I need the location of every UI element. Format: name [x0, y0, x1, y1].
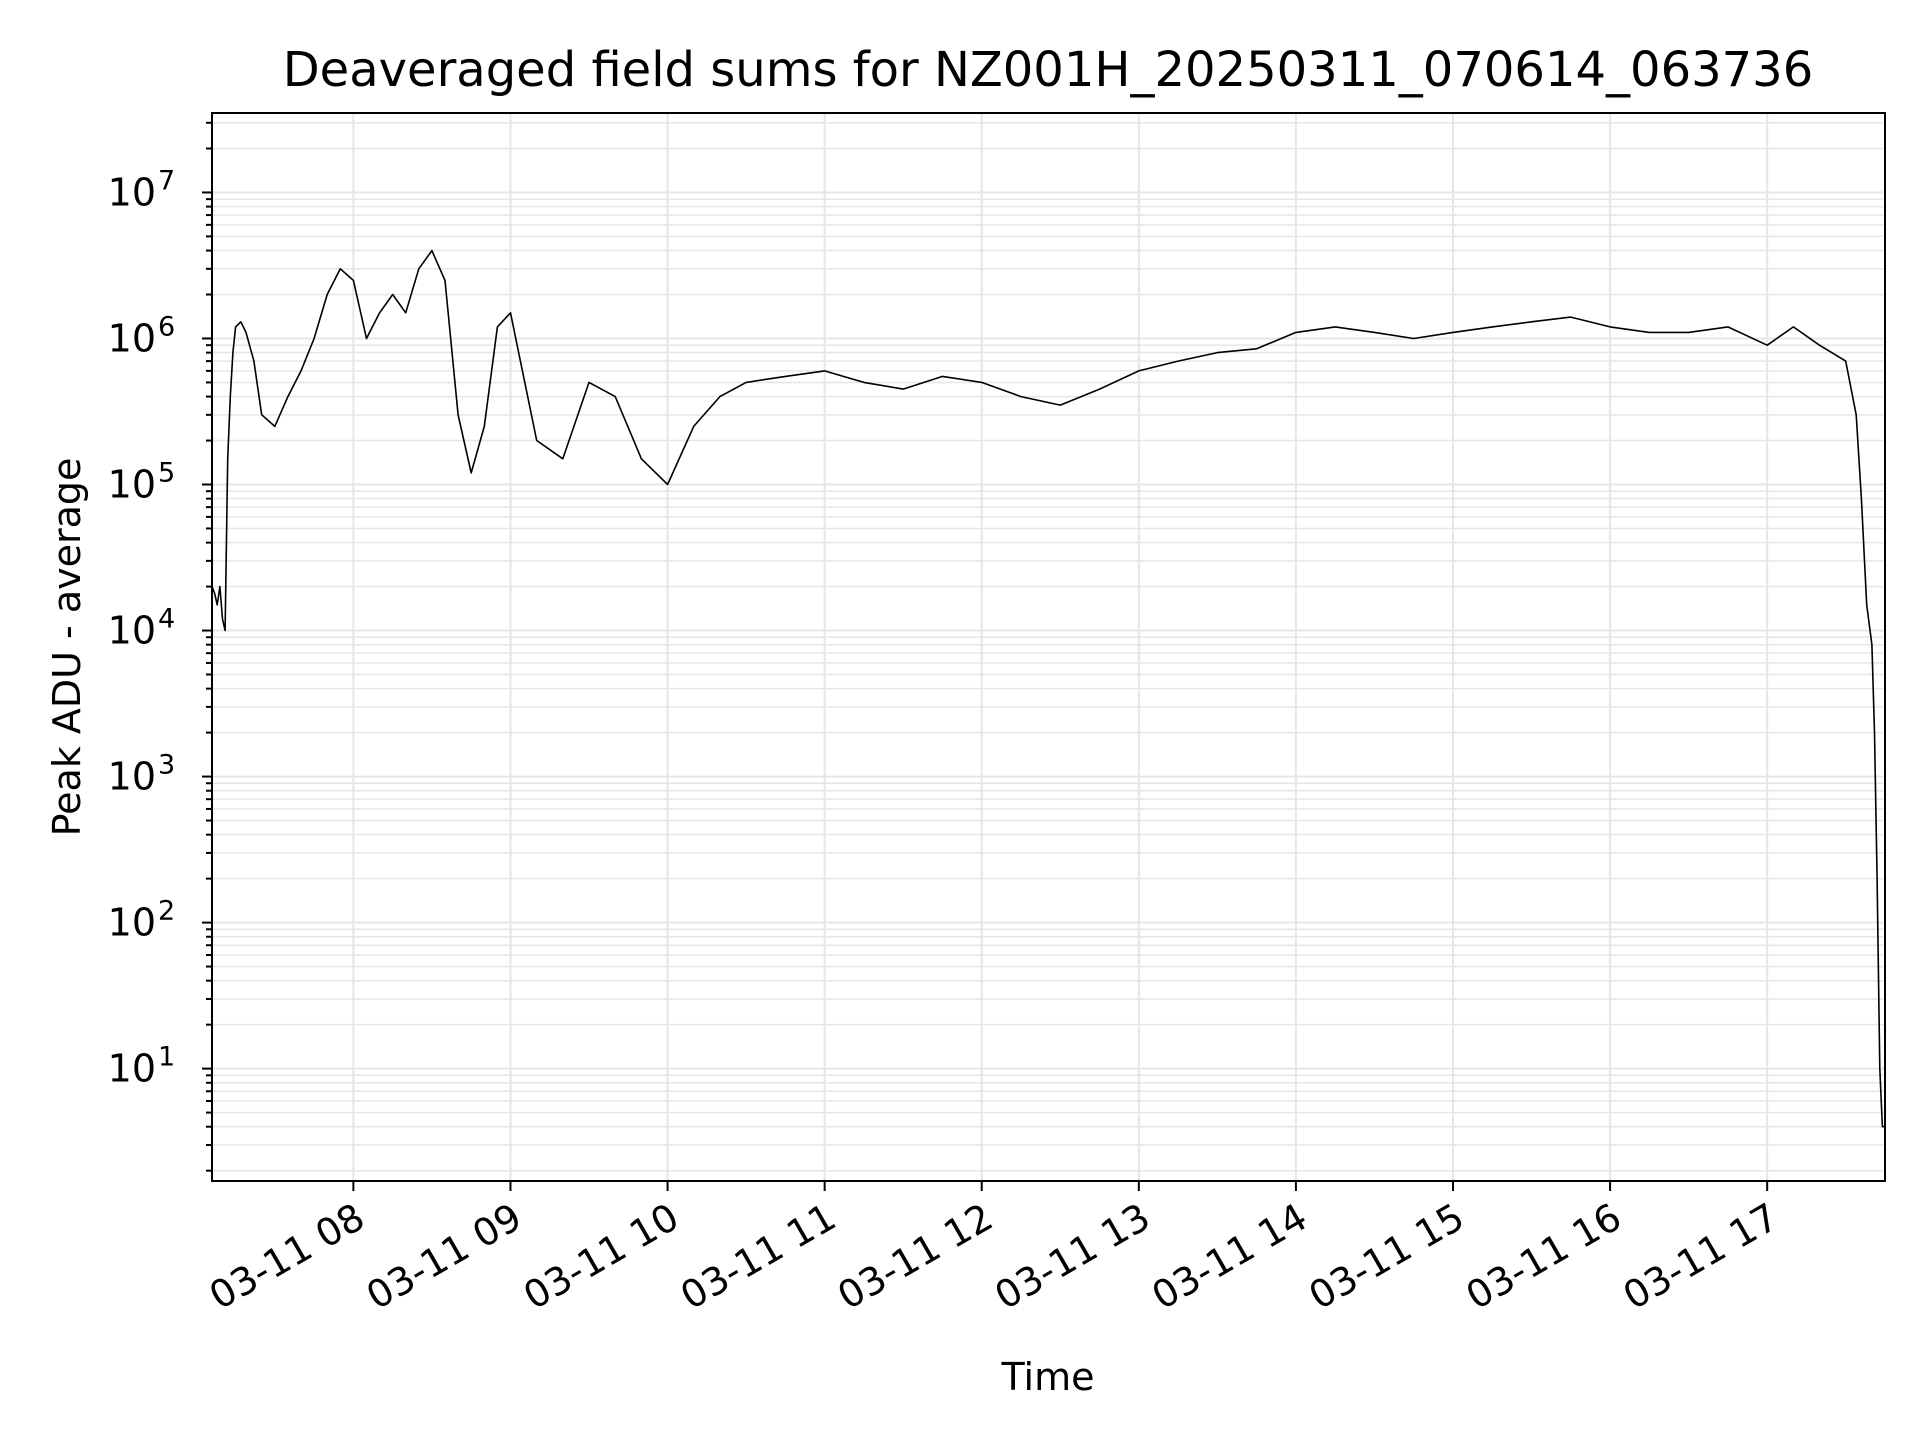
x-axis-label: Time: [1001, 1355, 1095, 1399]
y-tick-exponent: 3: [158, 750, 175, 781]
x-tick-label: 03-11 11: [673, 1195, 843, 1319]
tick-marks: [202, 121, 1769, 1191]
x-tick-label: 03-11 17: [1616, 1195, 1786, 1319]
x-tick-label: 03-11 09: [359, 1195, 529, 1319]
grid-lines: [212, 113, 1885, 1181]
y-tick-exponent: 1: [158, 1042, 175, 1073]
y-tick-exponent: 4: [158, 604, 175, 635]
y-tick-exponent: 5: [158, 458, 175, 489]
y-tick-label: 10: [108, 316, 156, 360]
y-axis-label: Peak ADU - average: [45, 458, 89, 837]
y-tick-label: 10: [108, 170, 156, 214]
x-tick-label: 03-11 10: [516, 1195, 686, 1319]
x-tick-label: 03-11 16: [1459, 1195, 1629, 1319]
x-tick-label: 03-11 12: [830, 1195, 1000, 1319]
x-tick-label: 03-11 14: [1144, 1195, 1314, 1319]
y-tick-exponent: 7: [158, 165, 175, 196]
series-layer: [211, 249, 1885, 1128]
y-tick-exponent: 2: [158, 896, 175, 927]
x-tick-label: 03-11 13: [987, 1195, 1157, 1319]
chart-title: Deaveraged field sums for NZ001H_2025031…: [283, 42, 1814, 98]
plot-frame: [211, 112, 1886, 1182]
x-tick-label: 03-11 15: [1302, 1195, 1472, 1319]
y-tick-label: 10: [108, 901, 156, 945]
y-tick-label: 10: [108, 463, 156, 507]
x-tick-label: 03-11 08: [202, 1195, 372, 1319]
y-tick-label: 10: [108, 609, 156, 653]
y-tick-exponent: 6: [158, 311, 175, 342]
series-line: [211, 249, 1885, 1128]
y-tick-label: 10: [108, 1047, 156, 1091]
y-tick-label: 10: [108, 755, 156, 799]
